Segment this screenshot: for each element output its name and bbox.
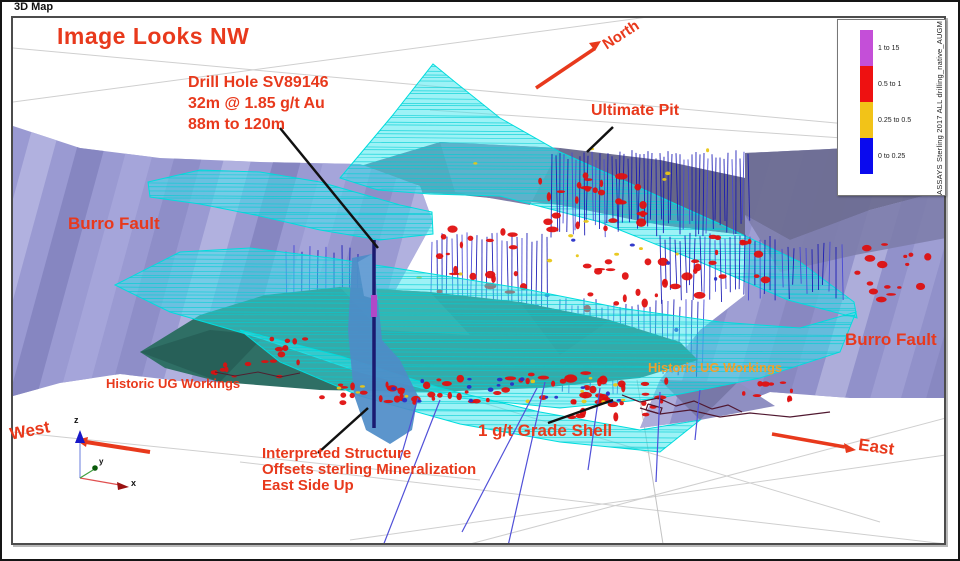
- historic-ug-workings-wireframe: [214, 371, 831, 418]
- legend-swatch-yellow: [860, 102, 873, 138]
- highlighted-drill-hole-sv89146: [371, 240, 377, 428]
- legend-swatch-red: [860, 66, 873, 102]
- scene-3d: [13, 18, 944, 543]
- view-title: 3D Map: [14, 1, 54, 13]
- east-arrow: [771, 432, 856, 453]
- annotation-leader-lines: [279, 126, 614, 454]
- legend-swatch-magenta: [860, 30, 873, 66]
- legend-entry: 0.5 to 1: [860, 66, 945, 102]
- legend-color-bar: 1 to 15 0.5 to 1 0.25 to 0.5 0 to 0.25: [860, 30, 945, 174]
- legend-entry: 0.25 to 0.5: [860, 102, 945, 138]
- legend-swatch-blue: [860, 138, 873, 174]
- perspective-gridlines: [13, 18, 944, 543]
- legend-entry-label: 0 to 0.25: [878, 152, 906, 160]
- north-arrow: [535, 41, 601, 90]
- legend-entry: 0 to 0.25: [860, 138, 945, 174]
- legend-entry-label: 0.5 to 1: [878, 80, 902, 88]
- legend-title: ASSAYS Sterling 2017 ALL drilling_native…: [935, 20, 944, 195]
- legend-entry-label: 0.25 to 0.5: [878, 116, 912, 124]
- legend-entry: 1 to 15: [860, 30, 945, 66]
- axis-triad: [75, 430, 129, 490]
- deep-drill-hole-traces: [383, 381, 701, 543]
- legend-entry-label: 1 to 15: [878, 44, 900, 52]
- map-viewport[interactable]: [11, 16, 946, 545]
- assay-legend: 1 to 15 0.5 to 1 0.25 to 0.5 0 to 0.25 A…: [837, 19, 946, 196]
